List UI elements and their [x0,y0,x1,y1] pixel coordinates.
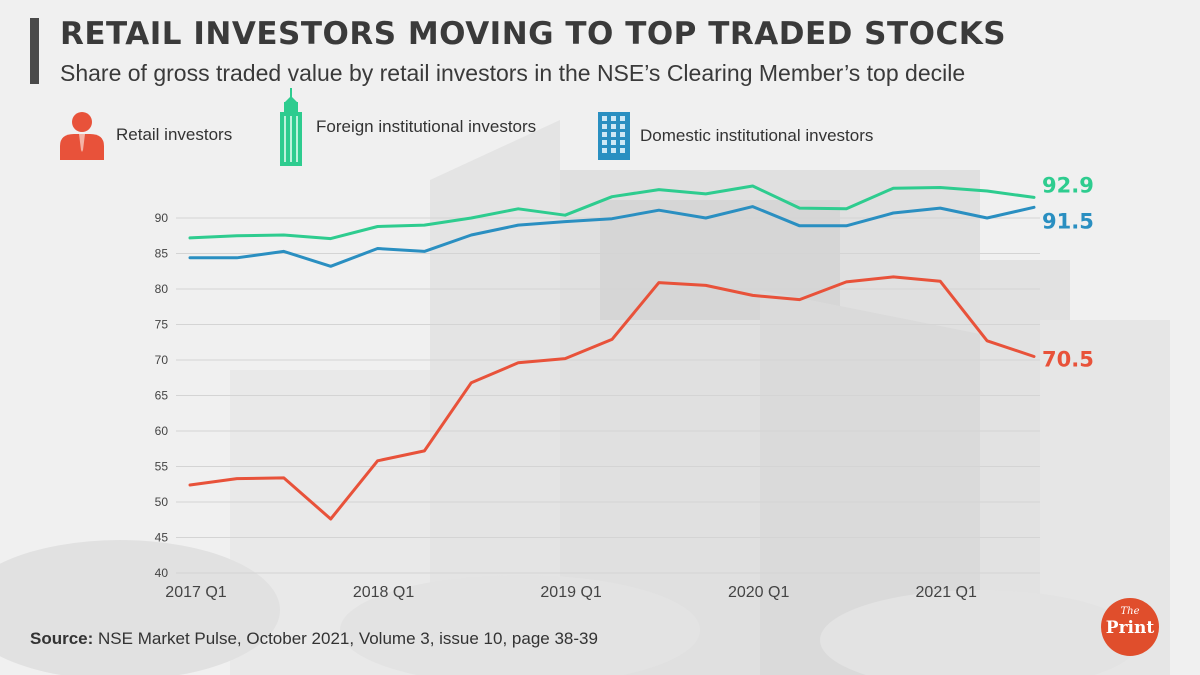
person-icon [60,112,104,160]
y-tick-label: 80 [155,282,169,296]
legend-item-foreign: Foreign institutional investors [276,88,536,166]
y-tick-label: 40 [155,566,169,580]
series-line-retail-investors [188,275,1036,521]
source-label: Source: [30,629,94,648]
y-tick-label: 85 [155,247,169,261]
theprint-logo: The Print [1101,598,1159,656]
y-tick-label: 90 [155,211,169,225]
y-tick-label: 70 [155,353,169,367]
office-building-icon [598,112,630,160]
legend: Retail investors Foreign institutional i… [0,88,1200,166]
legend-label-retail: Retail investors [116,125,233,144]
x-tick-label: 2020 Q1 [728,584,789,601]
chart-title: RETAIL INVESTORS MOVING TO TOP TRADED ST… [60,16,1007,52]
source-note: Source: NSE Market Pulse, October 2021, … [30,629,598,649]
y-tick-label: 50 [155,495,169,509]
legend-item-retail: Retail investors [58,110,232,160]
end-value-label: 91.5 [1042,209,1094,233]
logo-print: Print [1105,618,1155,638]
title-accent-bar [30,18,39,84]
chart-subtitle: Share of gross traded value by retail in… [60,60,966,86]
skyscraper-icon [280,88,302,166]
source-text: NSE Market Pulse, October 2021, Volume 3… [98,629,598,648]
end-value-label: 92.9 [1042,173,1094,197]
series-line-domestic-institutional-investors [188,205,1036,268]
x-tick-label: 2021 Q1 [916,584,977,601]
y-tick-label: 65 [155,389,169,403]
y-tick-label: 75 [155,318,169,332]
logo-the: The [1120,606,1140,617]
legend-item-domestic: Domestic institutional investors [598,112,873,160]
y-tick-label: 55 [155,460,169,474]
x-tick-label: 2019 Q1 [540,584,601,601]
legend-label-domestic: Domestic institutional investors [640,126,874,145]
legend-label-foreign: Foreign institutional investors [316,117,537,136]
end-value-label: 70.5 [1042,347,1094,371]
series-line-foreign-institutional-investors [188,184,1036,241]
y-tick-label: 45 [155,531,169,545]
y-tick-label: 60 [155,424,169,438]
x-tick-label: 2018 Q1 [353,584,414,601]
x-tick-label: 2017 Q1 [165,584,226,601]
